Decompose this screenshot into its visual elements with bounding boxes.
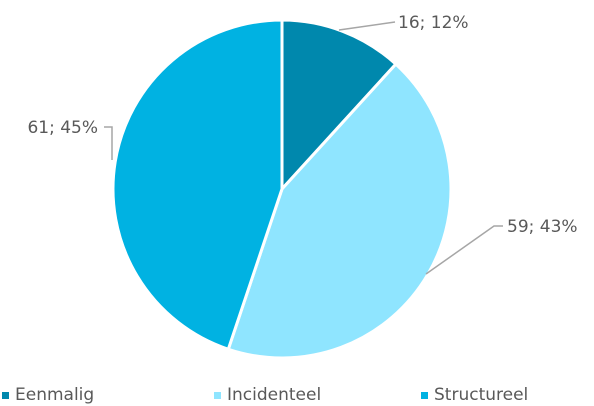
pie-slice-eenmalig: [280, 18, 398, 193]
data-label-eenmalig: 16; 12%: [398, 13, 469, 33]
legend-label-incidenteel: Incidenteel: [227, 385, 322, 405]
legend-swatch-incidenteel: [214, 391, 221, 399]
data-labels-layer: 16; 12% 59; 43% 61; 45%: [27, 13, 577, 237]
legend-swatch-structureel: [421, 391, 428, 399]
legend-item-structureel: Structureel: [421, 384, 528, 406]
leader-line-incidenteel: [425, 225, 503, 275]
legend-label-structureel: Structureel: [434, 385, 529, 405]
legend-label-eenmalig: Eenmalig: [15, 385, 95, 405]
leader-lines-layer: [104, 21, 503, 275]
pie-slice-incidenteel: [226, 61, 453, 360]
leader-line-eenmalig: [338, 21, 396, 31]
leader-line-structureel: [104, 126, 113, 160]
slices-layer: [111, 18, 453, 360]
legend: Eenmalig Incidenteel Structureel: [0, 384, 594, 406]
legend-item-incidenteel: Incidenteel: [214, 384, 321, 406]
legend-item-eenmalig: Eenmalig: [2, 384, 94, 406]
legend-swatch-eenmalig: [2, 391, 9, 399]
data-label-incidenteel: 59; 43%: [507, 217, 578, 237]
data-label-structureel: 61; 45%: [27, 118, 98, 138]
pie-slice-structureel: [111, 18, 284, 352]
